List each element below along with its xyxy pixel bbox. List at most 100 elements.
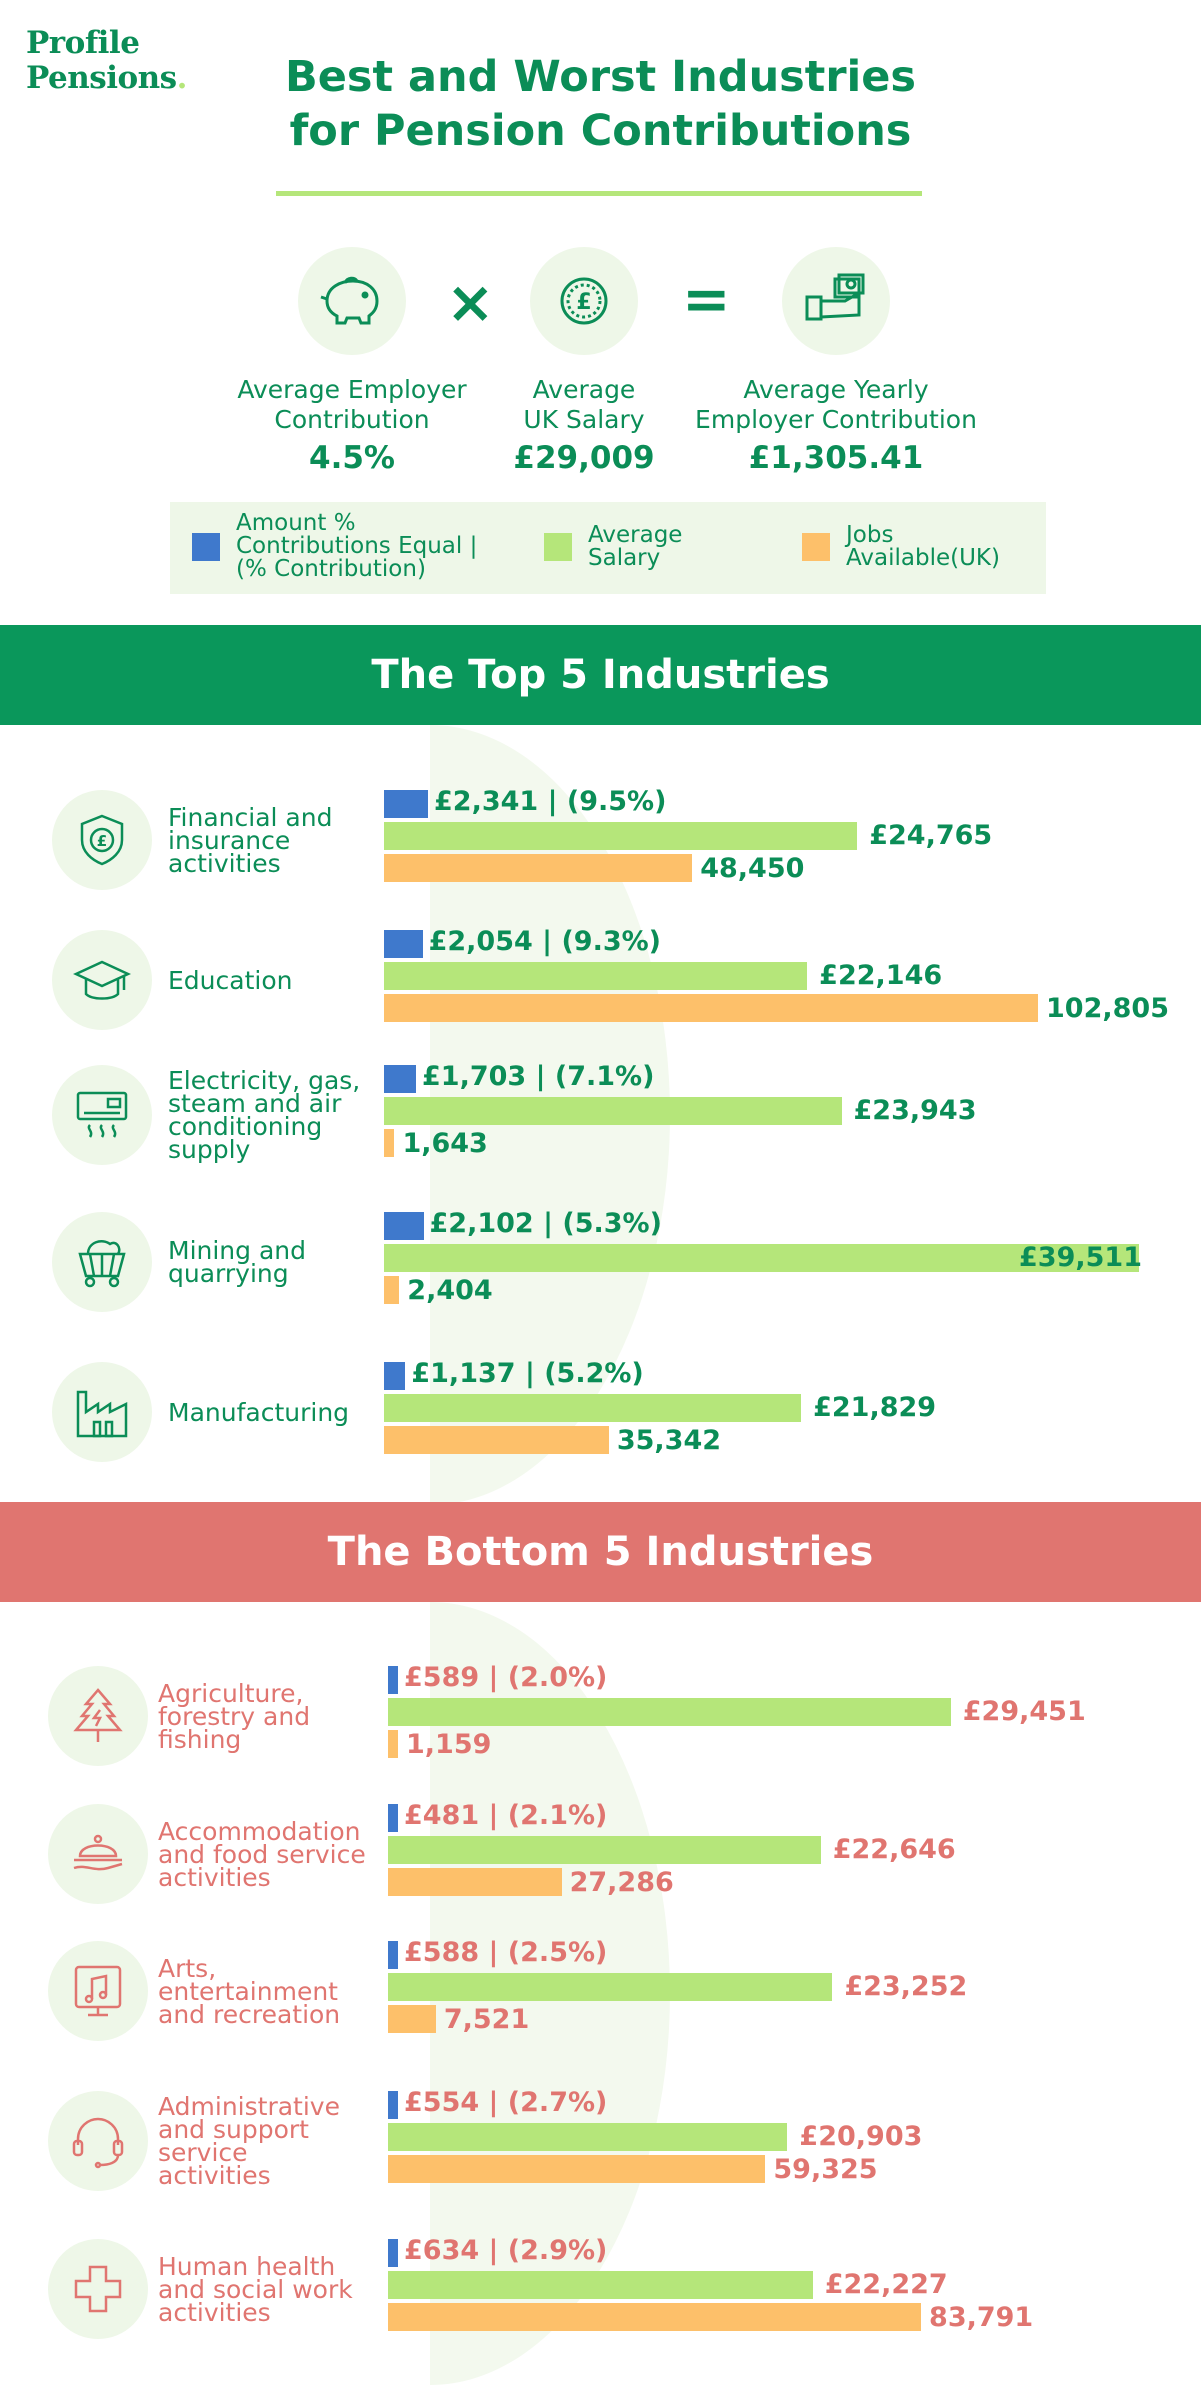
salary-bar-top-4	[384, 1244, 1139, 1272]
salary-label-top-2: £22,146	[819, 960, 943, 991]
contribution-label-bottom-4: £554 | (2.7%)	[404, 2087, 608, 2118]
svg-text:£: £	[576, 290, 591, 315]
industry-name-line: activities	[158, 2297, 271, 2327]
industry-name-line: and social work	[158, 2274, 353, 2304]
contribution-bar-top-3	[384, 1065, 416, 1093]
salary-label-top-1: £24,765	[869, 820, 993, 851]
salary-bar-bottom-4	[388, 2123, 788, 2151]
contribution-label-top-5: £1,137 | (5.2%)	[411, 1358, 644, 1389]
graduation-cap-icon	[52, 930, 152, 1030]
legend-label-salary: Average Salary	[588, 522, 683, 571]
contribution-label-bottom-5: £634 | (2.9%)	[404, 2235, 608, 2266]
jobs-bar-top-2	[384, 994, 1038, 1022]
jobs-label-bottom-5: 83,791	[929, 2302, 1034, 2333]
title-line-1: Best and Worst Industries	[284, 52, 917, 102]
jobs-label-bottom-3: 7,521	[443, 2004, 530, 2035]
salary-label-top-4: £39,511	[1019, 1242, 1142, 1273]
times-sign: ×	[446, 268, 495, 336]
industry-name-line: entertainment	[158, 1976, 338, 2006]
industry-name-line: quarrying	[168, 1259, 289, 1288]
salary-bar-bottom-5	[388, 2271, 813, 2299]
section-header-bottom: The Bottom 5 Industries	[0, 1502, 1201, 1602]
industry-name-line: Human health	[158, 2251, 336, 2281]
tree-icon	[48, 1666, 148, 1766]
contribution-bar-top-1	[384, 790, 428, 818]
industry-name-bottom-3: Arts, entertainment and recreation	[158, 1953, 388, 2029]
contribution-bar-bottom-5	[388, 2239, 398, 2267]
jobs-bar-top-4	[384, 1276, 400, 1304]
contribution-label-top-4: £2,102 | (5.3%)	[429, 1208, 662, 1239]
industry-name-line: forestry and	[158, 1701, 311, 1731]
brand-line-2: Pensions	[26, 60, 177, 96]
industry-name-line: activities	[158, 2161, 271, 2190]
svg-text:£: £	[97, 832, 107, 850]
industry-name-line: Manufacturing	[168, 1397, 350, 1427]
salary-bar-top-1	[384, 822, 858, 850]
food-cloche-icon	[48, 1804, 148, 1904]
salary-bar-top-2	[384, 962, 808, 990]
section-header-top: The Top 5 Industries	[0, 625, 1201, 725]
jobs-bar-top-3	[384, 1129, 395, 1157]
industry-name-line: activities	[168, 848, 281, 878]
contribution-bar-bottom-2	[388, 1804, 398, 1832]
contribution-label-top-3: £1,703 | (7.1%)	[422, 1061, 655, 1092]
eq-label-2: Average UK Salary	[474, 375, 694, 435]
medical-cross-icon	[48, 2239, 148, 2339]
eq-label-3-line-1: Average Yearly	[743, 375, 929, 404]
eq-label-3: Average Yearly Employer Contribution	[676, 375, 996, 435]
industry-name-bottom-4: Administrative and support service activiti…	[158, 2092, 388, 2190]
industry-name-line: Accommodation	[158, 1816, 361, 1846]
salary-bar-top-3	[384, 1097, 842, 1125]
industry-name-bottom-2: Accommodation and food service activities	[158, 1816, 388, 1890]
jobs-bar-bottom-4	[388, 2155, 766, 2183]
title-divider	[276, 191, 922, 196]
industry-name-line: Financial and	[168, 802, 333, 832]
industry-name-top-3: Electricity, gas, steam and air conditioni…	[168, 1066, 398, 1162]
jobs-bar-top-5	[384, 1426, 609, 1454]
contribution-label-bottom-2: £481 | (2.1%)	[404, 1800, 608, 1831]
legend-swatch-contribution	[192, 532, 220, 561]
legend-item-salary: Average Salary	[544, 524, 682, 570]
industry-name-top-1: Financial and insurance activities	[168, 802, 398, 878]
industry-name-line: Electricity, gas,	[168, 1066, 361, 1095]
cash-hand-icon	[782, 247, 890, 355]
salary-label-bottom-1: £29,451	[962, 1696, 1086, 1727]
salary-bar-bottom-3	[388, 1973, 833, 2001]
legend-swatch-salary	[544, 533, 572, 561]
brand-dot: .	[176, 60, 188, 96]
contribution-label-top-2: £2,054 | (9.3%)	[428, 926, 662, 957]
eq-label-1-line-1: Average Employer	[237, 375, 467, 404]
title-line-2: for Pension Contributions	[289, 106, 912, 156]
brand-line-1: Profile	[26, 25, 140, 61]
jobs-label-top-5: 35,342	[616, 1425, 722, 1456]
jobs-label-top-1: 48,450	[700, 853, 805, 884]
industry-name-line: and food service	[158, 1839, 366, 1869]
salary-label-bottom-4: £20,903	[799, 2121, 923, 2152]
jobs-bar-bottom-1	[388, 1730, 398, 1758]
industry-name-line: Administrative	[158, 2092, 340, 2121]
legend-swatch-jobs	[802, 533, 830, 561]
jobs-bar-bottom-3	[388, 2005, 436, 2033]
salary-bar-top-5	[384, 1394, 802, 1422]
shield-pound-icon: £	[52, 790, 152, 890]
industry-name-line: fishing	[158, 1724, 242, 1754]
headset-icon	[48, 2091, 148, 2191]
factory-icon	[52, 1362, 152, 1462]
contribution-bar-top-2	[384, 930, 423, 958]
contribution-label-bottom-3: £588 | (2.5%)	[404, 1937, 608, 1968]
legend: Amount % Contributions Equal | (% Contri…	[170, 502, 1046, 594]
industry-name-line: conditioning	[168, 1112, 323, 1141]
legend-label-jobs: Jobs Available(UK)	[846, 522, 1000, 571]
jobs-label-bottom-4: 59,325	[773, 2154, 878, 2185]
eq-label-1-line-2: Contribution	[274, 405, 430, 434]
industry-name-line: and support	[158, 2115, 309, 2144]
industry-name-line: and recreation	[158, 1999, 341, 2029]
eq-label-2-line-2: UK Salary	[523, 405, 645, 434]
eq-value-3: £1,305.41	[748, 440, 924, 476]
contribution-label-top-1: £2,341 | (9.5%)	[434, 786, 667, 817]
industry-name-line: Arts,	[158, 1953, 217, 1983]
piggy-bank-icon	[298, 247, 406, 355]
eq-value-2: £29,009	[513, 440, 655, 476]
industry-name-line: Mining and	[168, 1236, 307, 1265]
legend-label-contribution: Amount % Contributions Equal | (% Contri…	[236, 510, 478, 582]
